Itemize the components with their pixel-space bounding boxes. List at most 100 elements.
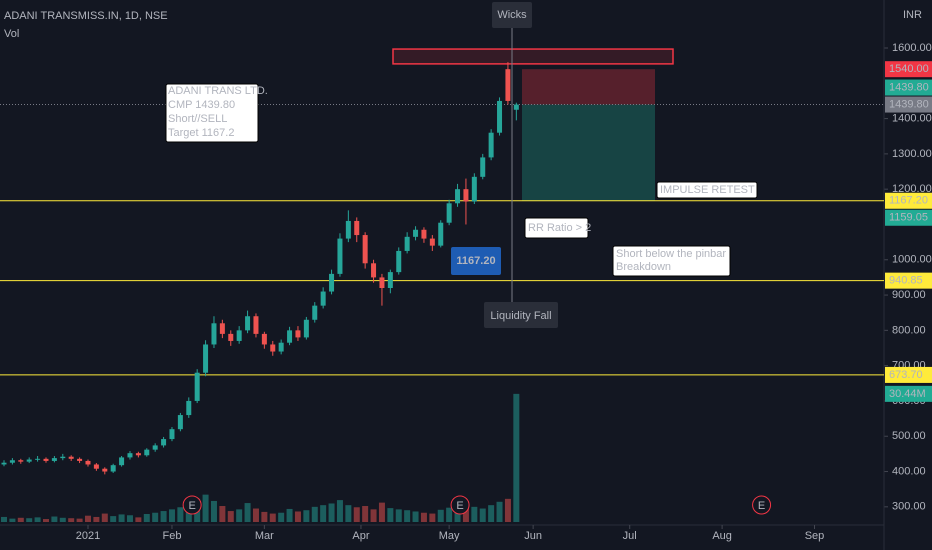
candle-body bbox=[152, 445, 158, 450]
volume-bar bbox=[303, 510, 310, 522]
volume-bar bbox=[471, 506, 478, 522]
candle-body bbox=[303, 319, 309, 338]
volume-bar bbox=[404, 510, 411, 522]
info-text: Short//SELL bbox=[168, 113, 227, 125]
candle-body bbox=[177, 415, 183, 430]
y-tick-label: 300.00 bbox=[892, 501, 926, 513]
candle-body bbox=[135, 453, 141, 456]
volume-bar bbox=[202, 494, 209, 522]
candle-body bbox=[144, 449, 150, 456]
price-label: 1439.80 bbox=[889, 81, 929, 93]
volume-bar bbox=[152, 512, 159, 522]
candle-body bbox=[438, 222, 444, 246]
candle-body bbox=[93, 464, 99, 469]
volume-bar bbox=[42, 519, 49, 522]
short-box bbox=[612, 245, 731, 277]
candle-body bbox=[127, 453, 133, 458]
candle-body bbox=[471, 176, 477, 202]
candle-body bbox=[429, 238, 435, 246]
volume-bar bbox=[479, 508, 486, 522]
price-label-box bbox=[885, 209, 932, 226]
y-tick-label: 1000.00 bbox=[892, 254, 932, 266]
candle-body bbox=[60, 456, 66, 459]
candle-body bbox=[446, 203, 452, 223]
volume-bar bbox=[513, 393, 520, 522]
volume-bar bbox=[168, 509, 175, 522]
candle-body bbox=[463, 189, 469, 202]
candle-body bbox=[345, 220, 351, 239]
event-marker bbox=[752, 495, 772, 515]
candle-body bbox=[295, 330, 301, 338]
candle-body bbox=[505, 69, 511, 101]
candle-body bbox=[26, 459, 32, 462]
info-text: ADANI TRANS LTD. bbox=[168, 85, 268, 97]
volume-bar bbox=[269, 513, 276, 522]
candle-body bbox=[18, 460, 24, 462]
candle-body bbox=[51, 458, 57, 461]
volume-bar bbox=[378, 502, 385, 522]
volume-bar bbox=[420, 512, 427, 522]
candle-body bbox=[236, 330, 242, 341]
volume-bar bbox=[51, 516, 58, 522]
event-label: E bbox=[188, 500, 195, 512]
chart-title: ADANI TRANSMISS.IN, 1D, NSE bbox=[4, 10, 168, 22]
price-label: 1167.20 bbox=[889, 195, 928, 207]
level-box bbox=[451, 247, 501, 275]
target-zone bbox=[522, 104, 655, 201]
candle-body bbox=[270, 344, 276, 352]
volume-bar bbox=[252, 508, 259, 522]
volume-bar bbox=[286, 508, 293, 522]
liquidity-text: Liquidity Fall bbox=[490, 310, 551, 322]
candle-body bbox=[194, 372, 200, 401]
candle-body bbox=[354, 220, 360, 236]
candle-body bbox=[186, 400, 192, 416]
volume-bar bbox=[26, 518, 33, 522]
candle-body bbox=[77, 458, 83, 461]
price-label-box bbox=[885, 96, 932, 113]
price-label: 1540.00 bbox=[889, 63, 929, 75]
volume-bar bbox=[395, 509, 402, 522]
volume-bar bbox=[370, 509, 377, 522]
y-tick-label: 800.00 bbox=[892, 324, 926, 336]
volume-bar bbox=[278, 512, 285, 522]
candle-body bbox=[161, 439, 167, 446]
candle-body bbox=[413, 229, 419, 237]
candle-body bbox=[362, 235, 368, 264]
candle-body bbox=[253, 316, 259, 334]
x-tick-label: Feb bbox=[162, 530, 181, 542]
candle-body bbox=[513, 104, 519, 110]
volume-bar bbox=[68, 518, 75, 522]
event-marker bbox=[182, 495, 202, 515]
candle-body bbox=[85, 460, 91, 465]
volume-bar bbox=[236, 509, 243, 522]
candle-body bbox=[1, 462, 7, 465]
impulse-text: IMPULSE RETEST bbox=[660, 184, 755, 196]
candle-body bbox=[488, 132, 494, 158]
volume-bar bbox=[118, 514, 125, 522]
volume-bar bbox=[446, 507, 453, 522]
x-tick-label: Sep bbox=[805, 530, 825, 542]
volume-bar bbox=[34, 517, 41, 522]
short-text: Short below the pinbar bbox=[616, 248, 726, 260]
volume-bar bbox=[126, 515, 133, 522]
volume-bar bbox=[1, 516, 7, 522]
volume-bar bbox=[227, 511, 234, 522]
candle-body bbox=[320, 291, 326, 306]
volume-bar bbox=[59, 517, 66, 522]
price-label: 1159.05 bbox=[889, 212, 928, 224]
price-label: 940.85 bbox=[889, 275, 923, 287]
rr-box bbox=[524, 217, 589, 239]
volume-bar bbox=[84, 515, 91, 522]
volume-bar bbox=[345, 505, 352, 522]
volume-bar bbox=[177, 507, 184, 522]
candle-body bbox=[35, 458, 41, 460]
candle-body bbox=[455, 189, 461, 204]
candle-body bbox=[245, 316, 251, 331]
volume-bar bbox=[17, 517, 24, 522]
volume-bar bbox=[244, 503, 251, 522]
price-label-box bbox=[885, 192, 932, 209]
x-tick-label: Apr bbox=[352, 530, 369, 542]
volume-bar bbox=[320, 505, 327, 522]
volume-bar bbox=[362, 506, 369, 522]
